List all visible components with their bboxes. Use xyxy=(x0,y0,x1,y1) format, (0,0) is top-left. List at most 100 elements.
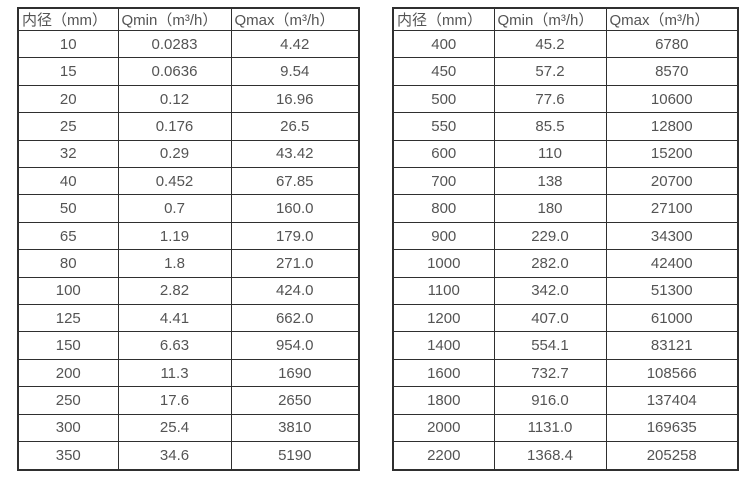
table-cell: 10600 xyxy=(605,84,739,114)
table-row: 125 4.41 662.0 xyxy=(17,304,360,333)
table-cell: 26.5 xyxy=(230,112,360,141)
table-row: 500 77.6 10600 xyxy=(392,84,739,114)
table-row: 65 1.19 179.0 xyxy=(17,221,360,251)
table-cell: 34.6 xyxy=(117,441,232,471)
table-cell: 954.0 xyxy=(230,331,360,360)
table-cell: 4.42 xyxy=(230,29,360,59)
table-cell: 12800 xyxy=(605,112,739,141)
table-cell: 662.0 xyxy=(230,304,360,333)
table-row: 2000 1131.0 169635 xyxy=(392,413,739,443)
table-row: 900 229.0 34300 xyxy=(392,221,739,251)
table-cell: 3810 xyxy=(230,413,360,443)
table-cell: 15 xyxy=(17,57,119,86)
table-cell: 138 xyxy=(493,167,607,196)
column-header: Qmax（m³/h） xyxy=(605,7,739,31)
table-cell: 61000 xyxy=(605,304,739,333)
table-cell: 0.12 xyxy=(117,84,232,114)
table-row: 350 34.6 5190 xyxy=(17,441,360,471)
table-cell: 137404 xyxy=(605,386,739,415)
table-cell: 229.0 xyxy=(493,221,607,251)
table-row: 2200 1368.4 205258 xyxy=(392,441,739,471)
table-row: 1400 554.1 83121 xyxy=(392,331,739,360)
table-cell: 0.29 xyxy=(117,139,232,169)
table-cell: 40 xyxy=(17,167,119,196)
table-cell: 51300 xyxy=(605,276,739,306)
table-row: 550 85.5 12800 xyxy=(392,112,739,141)
table-cell: 0.176 xyxy=(117,112,232,141)
table-row: 1200 407.0 61000 xyxy=(392,304,739,333)
table-cell: 900 xyxy=(392,221,495,251)
table-row: 80 1.8 271.0 xyxy=(17,249,360,278)
table-cell: 424.0 xyxy=(230,276,360,306)
table-cell: 550 xyxy=(392,112,495,141)
table-cell: 42400 xyxy=(605,249,739,278)
table-cell: 1800 xyxy=(392,386,495,415)
table-row: 25 0.176 26.5 xyxy=(17,112,360,141)
table-cell: 25 xyxy=(17,112,119,141)
table-cell: 17.6 xyxy=(117,386,232,415)
table-cell: 169635 xyxy=(605,413,739,443)
table-cell: 83121 xyxy=(605,331,739,360)
table-cell: 800 xyxy=(392,194,495,223)
table-cell: 32 xyxy=(17,139,119,169)
table-row: 150 6.63 954.0 xyxy=(17,331,360,360)
table-cell: 20700 xyxy=(605,167,739,196)
table-row: 450 57.2 8570 xyxy=(392,57,739,86)
table-cell: 2650 xyxy=(230,386,360,415)
table-cell: 282.0 xyxy=(493,249,607,278)
table-cell: 271.0 xyxy=(230,249,360,278)
table-row: 50 0.7 160.0 xyxy=(17,194,360,223)
table-cell: 342.0 xyxy=(493,276,607,306)
table-cell: 1368.4 xyxy=(493,441,607,471)
table-cell: 1400 xyxy=(392,331,495,360)
table-row: 1000 282.0 42400 xyxy=(392,249,739,278)
column-header: Qmax（m³/h） xyxy=(230,7,360,31)
table-cell: 250 xyxy=(17,386,119,415)
column-header: Qmin（m³/h） xyxy=(493,7,607,31)
table-cell: 20 xyxy=(17,84,119,114)
table-cell: 916.0 xyxy=(493,386,607,415)
table-cell: 125 xyxy=(17,304,119,333)
table-cell: 0.7 xyxy=(117,194,232,223)
table-cell: 15200 xyxy=(605,139,739,169)
table-cell: 500 xyxy=(392,84,495,114)
table-row: 200 11.3 1690 xyxy=(17,358,360,388)
column-header: 内径（mm） xyxy=(17,7,119,31)
table-cell: 1000 xyxy=(392,249,495,278)
table-cell: 100 xyxy=(17,276,119,306)
table-cell: 179.0 xyxy=(230,221,360,251)
table-cell: 16.96 xyxy=(230,84,360,114)
table-cell: 110 xyxy=(493,139,607,169)
table-row: 300 25.4 3810 xyxy=(17,413,360,443)
table-cell: 43.42 xyxy=(230,139,360,169)
table-row: 1600 732.7 108566 xyxy=(392,358,739,388)
table-cell: 108566 xyxy=(605,358,739,388)
table-row: 400 45.2 6780 xyxy=(392,29,739,59)
table-cell: 65 xyxy=(17,221,119,251)
table-cell: 6780 xyxy=(605,29,739,59)
table-cell: 34300 xyxy=(605,221,739,251)
table-cell: 85.5 xyxy=(493,112,607,141)
header-row: 内径（mm） Qmin（m³/h） Qmax（m³/h） xyxy=(17,7,360,31)
table-cell: 1200 xyxy=(392,304,495,333)
table-row: 1800 916.0 137404 xyxy=(392,386,739,415)
table-cell: 4.41 xyxy=(117,304,232,333)
table-cell: 700 xyxy=(392,167,495,196)
table-cell: 9.54 xyxy=(230,57,360,86)
table-cell: 407.0 xyxy=(493,304,607,333)
table-cell: 0.0283 xyxy=(117,29,232,59)
table-cell: 1.8 xyxy=(117,249,232,278)
table-cell: 80 xyxy=(17,249,119,278)
table-row: 10 0.0283 4.42 xyxy=(17,29,360,59)
table-row: 800 180 27100 xyxy=(392,194,739,223)
table-cell: 180 xyxy=(493,194,607,223)
flow-spec-table-small-diameters: 内径（mm） Qmin（m³/h） Qmax（m³/h） 10 0.0283 4.42 15… xyxy=(17,7,360,471)
table-row: 250 17.6 2650 xyxy=(17,386,360,415)
table-cell: 77.6 xyxy=(493,84,607,114)
table-row: 20 0.12 16.96 xyxy=(17,84,360,114)
table-cell: 450 xyxy=(392,57,495,86)
table-cell: 160.0 xyxy=(230,194,360,223)
column-header: 内径（mm） xyxy=(392,7,495,31)
table-cell: 2.82 xyxy=(117,276,232,306)
